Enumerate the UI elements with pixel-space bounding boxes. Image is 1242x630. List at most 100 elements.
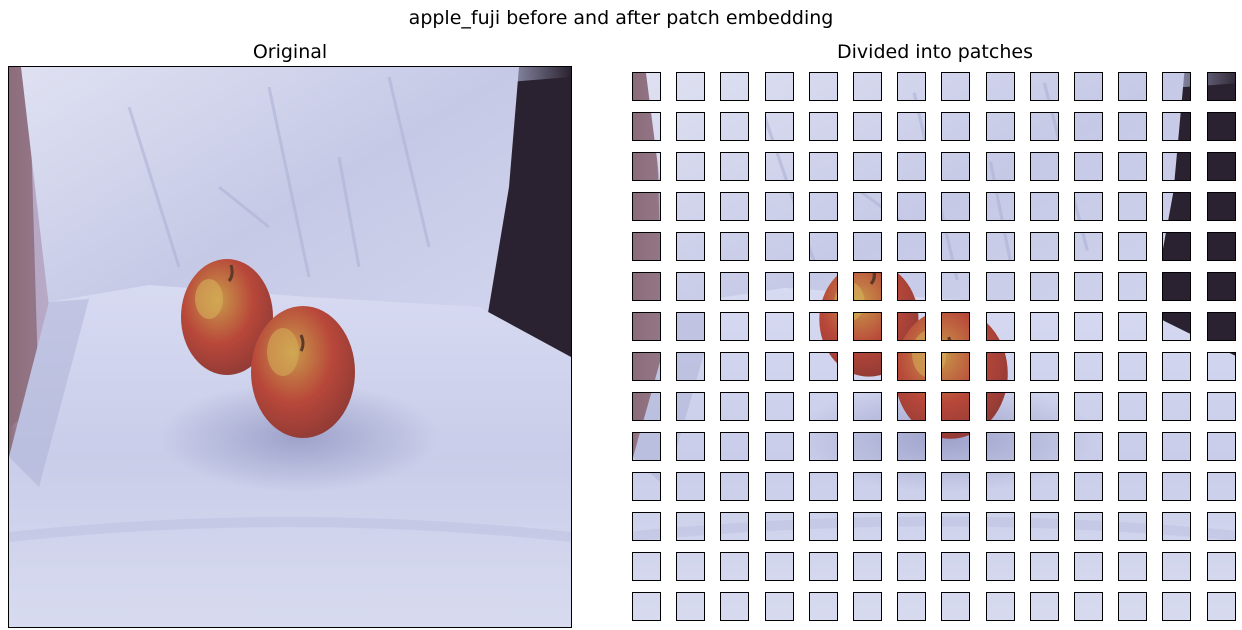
patch-tile: [720, 72, 750, 101]
patch-tile: [632, 432, 661, 461]
patch-tile: [1162, 392, 1192, 421]
patch-tile: [1206, 432, 1236, 461]
patch-tile: [853, 592, 882, 621]
patch-tile: [1206, 272, 1236, 301]
patch-tile: [1162, 432, 1192, 461]
patch-tile: [897, 152, 927, 181]
patch-tile: [676, 192, 706, 221]
patch-tile: [941, 552, 971, 581]
patch-tile: [808, 392, 838, 421]
patch-tile: [808, 552, 838, 581]
patch-tile: [1074, 352, 1103, 381]
patch-tile: [764, 192, 794, 221]
patch-tile: [1029, 552, 1059, 581]
patch-tile: [985, 352, 1015, 381]
patch-tile: [1074, 272, 1103, 301]
patch-tile: [1206, 472, 1236, 501]
patch-tile: [985, 392, 1015, 421]
patch-tile: [676, 392, 706, 421]
patch-tile: [764, 592, 794, 621]
patch-tile: [676, 232, 706, 261]
patch-tile: [1206, 152, 1236, 181]
patch-tile: [1206, 512, 1236, 541]
patch-tile: [1162, 272, 1192, 301]
patch-tile: [764, 152, 794, 181]
patch-tile: [676, 552, 706, 581]
patch-tile: [720, 192, 750, 221]
original-image: [9, 67, 571, 627]
patch-tile: [985, 432, 1015, 461]
patch-tile: [1029, 392, 1059, 421]
patch-tile: [720, 552, 750, 581]
patch-tile: [941, 112, 971, 141]
patch-tile: [1118, 312, 1148, 341]
patch-tile: [1162, 232, 1192, 261]
patch-tile: [1162, 592, 1192, 621]
patch-tile: [853, 352, 882, 381]
patch-tile: [764, 312, 794, 341]
patch-tile: [764, 272, 794, 301]
patch-tile: [1118, 552, 1148, 581]
patch-tile: [808, 232, 838, 261]
patch-tile: [808, 312, 838, 341]
patch-tile: [1074, 192, 1103, 221]
patch-tile: [1118, 192, 1148, 221]
patch-tile: [720, 432, 750, 461]
patch-tile: [941, 192, 971, 221]
patch-tile: [985, 232, 1015, 261]
patch-tile: [764, 232, 794, 261]
patch-tile: [808, 592, 838, 621]
patch-tile: [897, 512, 927, 541]
patch-tile: [808, 472, 838, 501]
patch-tile: [764, 512, 794, 541]
patch-tile: [1162, 192, 1192, 221]
patch-tile: [1029, 192, 1059, 221]
patch-tile: [1118, 432, 1148, 461]
original-image-panel: [8, 66, 572, 628]
patch-tile: [676, 592, 706, 621]
patch-tile: [632, 392, 661, 421]
patch-tile: [1118, 512, 1148, 541]
patch-tile: [1162, 472, 1192, 501]
patch-tile: [853, 72, 882, 101]
patch-tile: [1029, 512, 1059, 541]
patch-tile: [808, 192, 838, 221]
patch-tile: [1029, 592, 1059, 621]
patch-tile: [764, 352, 794, 381]
patch-tile: [941, 472, 971, 501]
patch-tile: [720, 232, 750, 261]
patch-tile: [632, 72, 661, 101]
patch-tile: [808, 512, 838, 541]
patch-tile: [632, 312, 661, 341]
patch-tile: [985, 192, 1015, 221]
patch-tile: [941, 512, 971, 541]
patch-tile: [941, 152, 971, 181]
patch-tile: [853, 392, 882, 421]
patch-tile: [676, 512, 706, 541]
patch-tile: [676, 272, 706, 301]
patch-tile: [985, 112, 1015, 141]
patch-tile: [941, 312, 971, 341]
patch-tile: [632, 512, 661, 541]
patch-tile: [720, 512, 750, 541]
patches-panel-title: Divided into patches: [837, 41, 1033, 63]
patch-tile: [720, 392, 750, 421]
patch-tile: [676, 432, 706, 461]
patch-tile: [1074, 432, 1103, 461]
original-panel-title: Original: [252, 41, 328, 63]
patch-tile: [1162, 512, 1192, 541]
patch-tile: [941, 272, 971, 301]
patch-tile: [897, 272, 927, 301]
patch-tile: [1074, 392, 1103, 421]
patch-tile: [676, 352, 706, 381]
patch-tile: [1029, 72, 1059, 101]
patch-tile: [764, 552, 794, 581]
figure-title: apple_fuji before and after patch embedd…: [408, 7, 834, 29]
patch-tile: [897, 472, 927, 501]
patch-tile: [853, 472, 882, 501]
patch-tile: [897, 72, 927, 101]
patch-tile: [676, 72, 706, 101]
patch-tile: [632, 272, 661, 301]
patch-tile: [632, 192, 661, 221]
patch-tile: [720, 112, 750, 141]
